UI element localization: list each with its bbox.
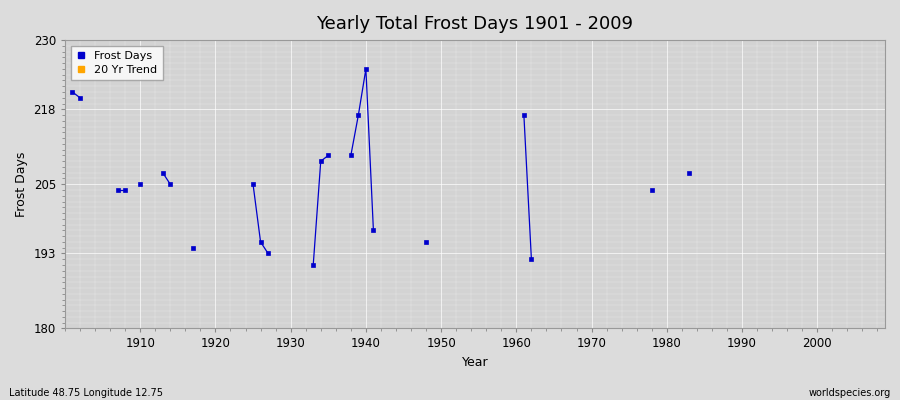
Y-axis label: Frost Days: Frost Days xyxy=(15,152,28,217)
Legend: Frost Days, 20 Yr Trend: Frost Days, 20 Yr Trend xyxy=(70,46,163,80)
X-axis label: Year: Year xyxy=(462,356,489,369)
Text: worldspecies.org: worldspecies.org xyxy=(809,388,891,398)
Title: Yearly Total Frost Days 1901 - 2009: Yearly Total Frost Days 1901 - 2009 xyxy=(317,15,634,33)
Text: Latitude 48.75 Longitude 12.75: Latitude 48.75 Longitude 12.75 xyxy=(9,388,163,398)
